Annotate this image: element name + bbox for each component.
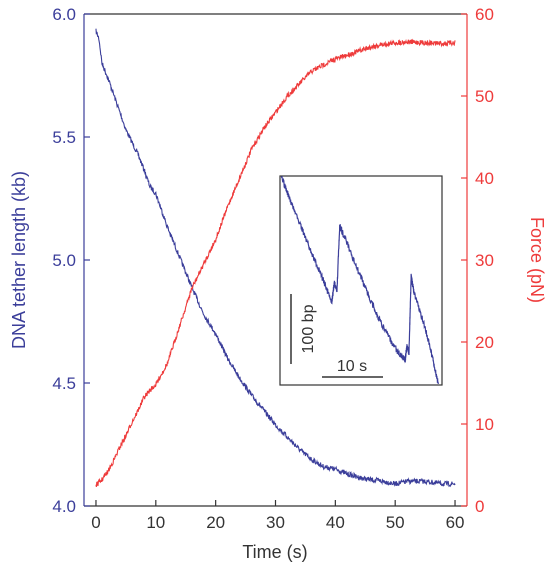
series-layer [95,28,456,488]
right-tick-label: 40 [475,169,494,188]
x-axis-label: Time (s) [242,542,307,562]
right-tick-label: 0 [475,497,484,516]
left-axis-ticks: 4.0 4.5 5.0 5.5 6.0 [52,5,90,516]
left-tick-label: 5.5 [52,128,76,147]
inset-scale-label-x: 10 s [337,358,367,375]
x-tick-label: 60 [446,513,465,532]
left-tick-label: 6.0 [52,5,76,24]
right-axis-ticks: 0 10 20 30 40 50 60 [461,5,494,516]
x-axis-ticks: 0 10 20 30 40 50 60 [91,500,464,532]
x-tick-label: 0 [91,513,100,532]
series-line-dna-length [95,28,456,488]
left-tick-label: 4.5 [52,374,76,393]
right-tick-label: 20 [475,333,494,352]
x-tick-label: 20 [206,513,225,532]
right-tick-label: 60 [475,5,494,24]
left-axis-label: DNA tether length (kb) [9,171,29,349]
left-tick-label: 5.0 [52,251,76,270]
right-tick-label: 50 [475,87,494,106]
left-tick-label: 4.0 [52,497,76,516]
right-axis-label: Force (pN) [527,217,547,303]
inset-trace [280,175,439,385]
series-line-force [95,38,456,487]
inset-frame [279,175,443,386]
x-tick-label: 50 [386,513,405,532]
right-tick-label: 10 [475,415,494,434]
inset: 100 bp 10 s [279,175,443,386]
x-tick-label: 30 [266,513,285,532]
x-tick-label: 40 [326,513,345,532]
x-tick-label: 10 [146,513,165,532]
inset-scale-label-y: 100 bp [300,304,317,353]
right-tick-label: 30 [475,251,494,270]
plot-frame [83,13,468,507]
